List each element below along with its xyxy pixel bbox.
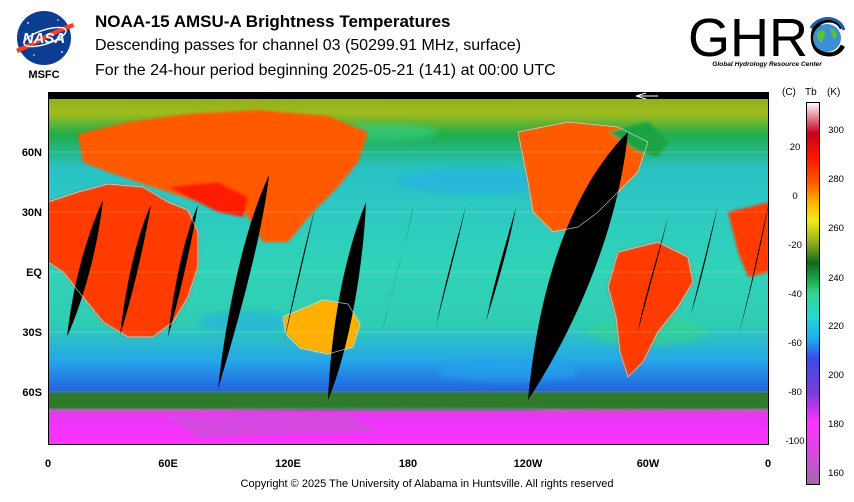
swath-gaps [67, 132, 769, 400]
lon-label-180: 180 [398, 458, 418, 470]
lat-label-eq: EQ [26, 267, 42, 279]
kelvin-tick: 160 [828, 468, 844, 479]
nasa-logo-text: NASA [23, 30, 66, 47]
antarctic-coast [48, 392, 769, 414]
africa-wrap-landmass [728, 202, 769, 277]
kelvin-tick: 300 [828, 125, 844, 136]
chart-title: NOAA-15 AMSU-A Brightness Temperatures [95, 12, 451, 31]
lon-label-120w: 120W [513, 458, 543, 470]
lat-label-60n: 60N [21, 147, 42, 159]
kelvin-tick: 220 [828, 321, 844, 332]
antarctica-cold-region [168, 414, 378, 437]
lat-label-30n: 30N [21, 207, 42, 219]
lon-label-60e: 60E [158, 458, 178, 470]
celsius-tick: -80 [788, 387, 802, 398]
celsius-tick: -100 [785, 436, 805, 447]
kelvin-tick: 200 [828, 370, 844, 381]
arrow-icon [635, 92, 658, 100]
ghrc-subtitle: Global Hydrology Resource Center [712, 61, 822, 68]
graticule [48, 151, 769, 393]
celsius-tick: 20 [789, 142, 801, 153]
celsius-tick: -60 [788, 338, 802, 349]
kelvin-tick: 280 [828, 174, 844, 185]
brightness-temperature-map [48, 92, 769, 445]
lon-label-0-right: 0 [764, 458, 772, 470]
antarctica-landmass [48, 410, 769, 445]
swath-gap [528, 132, 628, 400]
swath-gap [328, 202, 366, 400]
swath-gap [486, 207, 516, 322]
map-frame [48, 92, 769, 445]
colorbar-tb-header: Tb [805, 87, 817, 98]
nasa-logo: NASA MSFC [12, 8, 76, 84]
south-america-landmass [608, 242, 693, 377]
kelvin-tick: 180 [828, 419, 844, 430]
colorbar [806, 102, 820, 485]
swath-gap [67, 200, 103, 337]
copyright-text: Copyright © 2025 The University of Alaba… [240, 478, 614, 490]
celsius-tick: 0 [792, 191, 798, 202]
kelvin-tick: 260 [828, 223, 844, 234]
period-text: For the 24-hour period beginning 2025-05… [95, 62, 556, 79]
kelvin-tick: 240 [828, 273, 844, 284]
polar-gap [48, 92, 769, 99]
lat-label-60s: 60S [22, 387, 42, 399]
colorbar-kelvin-header: (K) [827, 87, 841, 98]
lon-label-120e: 120E [275, 458, 301, 470]
swath-gap [218, 175, 269, 389]
land-masses [48, 110, 769, 445]
lon-label-0-left: 0 [44, 458, 52, 470]
celsius-tick: -20 [788, 240, 802, 251]
greenland-landmass [608, 122, 668, 157]
coastlines [48, 121, 694, 378]
africa-landmass [48, 184, 198, 337]
lat-label-30s: 30S [22, 327, 42, 339]
celsius-tick: -40 [788, 289, 802, 300]
msfc-label: MSFC [28, 69, 60, 81]
swath-gap [638, 217, 668, 332]
swath-gap [168, 205, 198, 337]
ghrc-logo: GHRC Global Hydrology Resource Center [686, 6, 848, 78]
swath-gap [436, 205, 466, 327]
middle-east-landmass [168, 182, 248, 217]
colorbar-gradient [806, 102, 820, 485]
eurasia-landmass [78, 110, 368, 242]
swath-gap [691, 205, 718, 314]
swath-gap [284, 208, 315, 342]
swath-gap [120, 205, 151, 335]
chart-subtitle: Descending passes for channel 03 (50299.… [95, 37, 522, 54]
colorbar-celsius-header: (C) [782, 87, 796, 98]
lon-label-60w: 60W [636, 458, 660, 470]
